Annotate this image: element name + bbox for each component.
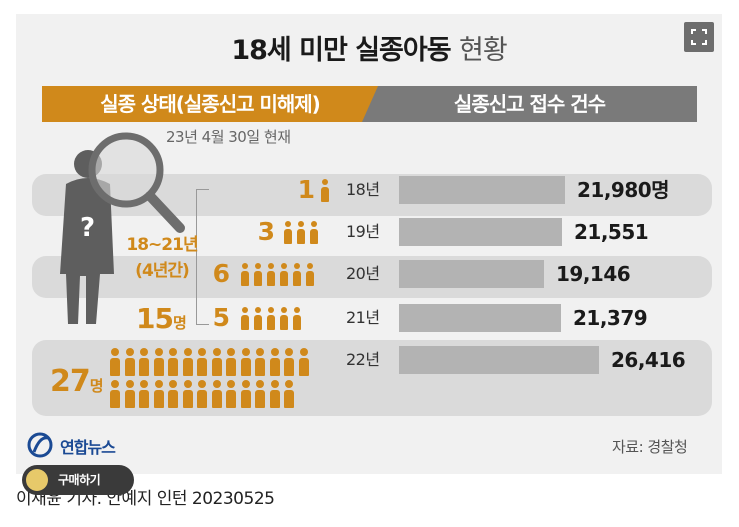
missing-person-icon: [182, 348, 193, 378]
missing-person-icon: [226, 348, 236, 378]
report-bar: [399, 346, 599, 374]
yonhap-logo-text: 연합뉴스: [60, 438, 116, 457]
missing-person-icon: [182, 380, 193, 410]
missing-person-icon: [280, 307, 288, 331]
expand-icon[interactable]: [684, 22, 714, 52]
missing-person-icon: [124, 380, 135, 410]
row-band-20: [32, 256, 712, 298]
left-header: 실종 상태(실종신고 미해제): [42, 86, 378, 122]
missing-person-icon: [293, 263, 301, 287]
right-header: 실종신고 접수 건수: [362, 86, 697, 122]
missing-person-icon: [284, 348, 294, 378]
bracket-total-number: 15: [136, 302, 174, 335]
missing-person-icon: [255, 348, 265, 378]
missing-child-magnifier-icon: ?: [60, 132, 185, 324]
missing-person-icon: [241, 307, 249, 331]
report-value-label: 19,146: [556, 262, 631, 286]
missing-count-label: 1: [297, 175, 315, 204]
bracket-total-unit: 명: [172, 314, 187, 332]
missing-person-icon: [153, 348, 164, 378]
buy-button[interactable]: 구매하기: [22, 465, 134, 495]
source-note: 자료: 경찰청: [612, 438, 688, 456]
bracket-range-label: 18~21년 (4년간): [112, 232, 212, 284]
missing-person-icon: [139, 348, 149, 378]
missing-person-icon: [226, 380, 236, 410]
missing-person-icon: [284, 221, 292, 245]
missing-person-icon: [280, 263, 288, 287]
svg-text:?: ?: [80, 213, 95, 243]
missing-person-icon: [240, 380, 251, 410]
report-value-label: 21,980명: [577, 178, 670, 202]
year-label: 20년: [346, 264, 380, 283]
missing-person-icon: [139, 380, 149, 410]
report-bar: [399, 304, 561, 332]
bracket-range-span: (4년간): [135, 261, 190, 281]
yonhap-logo: 연합뉴스: [26, 432, 116, 458]
yonhap-logo-icon: [27, 432, 53, 458]
missing-person-icon: [240, 348, 251, 378]
missing-person-icon: [297, 221, 305, 245]
total-missing-unit: 명: [89, 377, 104, 395]
missing-person-icon: [298, 348, 309, 378]
missing-person-icon: [269, 348, 280, 378]
missing-person-icon: [267, 263, 275, 287]
report-bar: [399, 176, 565, 204]
missing-count-label: 6: [212, 259, 230, 288]
missing-person-icon: [306, 263, 314, 287]
bracket-total: 15명: [136, 302, 187, 335]
missing-person-icon: [269, 380, 280, 410]
missing-person-icon: [310, 221, 318, 245]
missing-person-icon: [197, 348, 207, 378]
missing-person-icon: [168, 380, 178, 410]
bracket-18-21: [196, 189, 209, 325]
page-title: 18세 미만 실종아동 현황: [16, 28, 722, 67]
buy-button-label: 구매하기: [58, 473, 101, 487]
missing-person-icon: [211, 348, 222, 378]
year-label: 19년: [346, 222, 380, 241]
missing-person-icon: [254, 307, 262, 331]
missing-person-icon: [211, 380, 222, 410]
report-value-label: 21,379: [573, 306, 648, 330]
missing-person-icon: [284, 380, 294, 410]
bracket-range-years: 18~21년: [126, 235, 198, 255]
year-label: 18년: [346, 180, 380, 199]
total-missing-number: 27: [50, 364, 91, 399]
title-light: 현황: [458, 35, 508, 66]
missing-person-icon: [255, 380, 265, 410]
report-value-label: 26,416: [611, 348, 686, 372]
missing-person-icon: [254, 263, 262, 287]
report-bar: [399, 260, 544, 288]
missing-person-icon: [321, 179, 329, 203]
missing-person-icon: [241, 263, 249, 287]
missing-person-icon: [293, 307, 301, 331]
missing-person-icon: [110, 348, 120, 378]
report-bar: [399, 218, 562, 246]
camera-icon: [26, 469, 48, 491]
missing-person-icon: [153, 380, 164, 410]
year-label: 22년: [346, 350, 380, 369]
as-of-date: 23년 4월 30일 현재: [166, 128, 291, 146]
missing-person-icon: [124, 348, 135, 378]
missing-person-icon: [110, 380, 120, 410]
missing-count-label: 3: [257, 217, 275, 246]
total-missing: 27명: [50, 364, 104, 399]
year-label: 21년: [346, 308, 380, 327]
missing-person-icon: [168, 348, 178, 378]
report-value-label: 21,551: [574, 220, 649, 244]
missing-count-label: 5: [212, 303, 230, 332]
infographic-card: 18세 미만 실종아동 현황 ? 18~21년 (4년간) 15명 27명 18…: [16, 14, 722, 474]
missing-person-icon: [197, 380, 207, 410]
title-bold: 18세 미만 실종아동: [231, 35, 451, 66]
missing-person-icon: [267, 307, 275, 331]
